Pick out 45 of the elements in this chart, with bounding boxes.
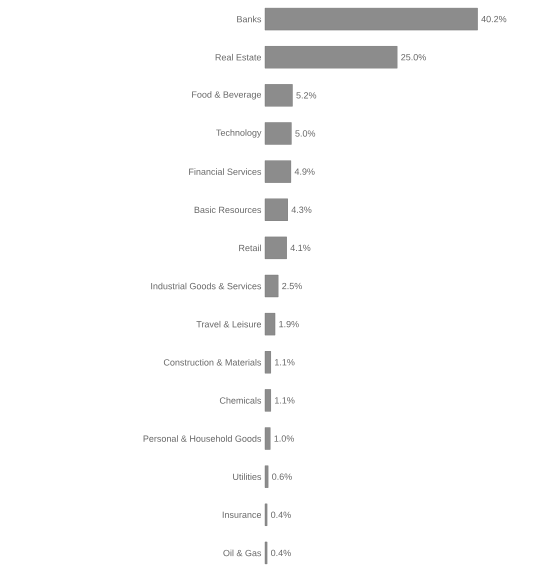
data-label: 1.0% [274, 435, 294, 442]
bar [264, 465, 268, 488]
bar [264, 312, 276, 336]
data-label: 1.1% [275, 397, 295, 404]
y-tick-label: Construction & Materials [164, 358, 262, 366]
y-tick-label: Insurance [222, 512, 262, 518]
y-tick-label: Banks [237, 16, 262, 22]
data-label: 5.0% [295, 130, 316, 137]
bar [264, 274, 278, 298]
bar [264, 8, 478, 30]
data-label: 0.4% [270, 512, 291, 518]
y-tick-label: Food & Beverage [192, 91, 262, 100]
bar [264, 84, 293, 107]
y-tick-label: Oil & Gas [223, 550, 262, 556]
data-label: 25.0% [401, 54, 426, 60]
y-tick-label: Basic Resources [194, 206, 262, 214]
y-tick-label: Utilities [233, 473, 262, 480]
y-tick-label: Travel & Leisure [196, 320, 262, 328]
bar [264, 542, 268, 564]
bar [264, 46, 398, 68]
data-label: 4.1% [290, 244, 310, 252]
y-tick-label: Technology [216, 129, 262, 138]
bar [264, 160, 292, 183]
data-label: 0.6% [272, 473, 292, 480]
bar [264, 236, 287, 260]
data-label: 4.3% [291, 206, 312, 213]
y-tick-label: Financial Services [189, 168, 262, 175]
y-tick-label: Industrial Goods & Services [151, 282, 262, 290]
data-label: 1.9% [279, 320, 299, 328]
bar [264, 389, 272, 412]
data-label: 1.1% [275, 359, 295, 366]
bar [264, 351, 272, 374]
data-label: 40.2% [481, 16, 506, 22]
bar [264, 122, 292, 145]
data-label: 0.4% [270, 550, 291, 556]
data-label: 5.2% [296, 92, 316, 99]
data-label: 4.9% [294, 168, 315, 175]
bar [264, 427, 270, 450]
data-label: 2.5% [282, 282, 302, 290]
bar [264, 504, 268, 526]
y-tick-label: Chemicals [220, 397, 262, 404]
y-tick-label: Real Estate [216, 54, 262, 61]
y-tick-label: Personal & Household Goods [144, 435, 262, 442]
bar [264, 198, 288, 221]
y-tick-label: Retail [239, 244, 261, 252]
